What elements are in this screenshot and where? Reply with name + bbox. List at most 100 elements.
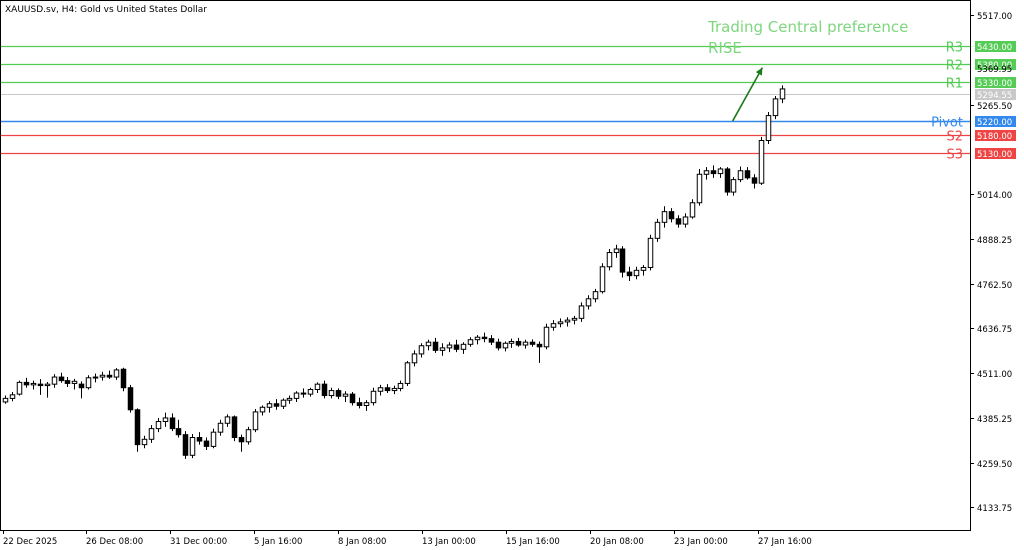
symbol-title: XAUUSD.sv, H4: Gold vs United States Dol… bbox=[5, 5, 207, 15]
y-tick-label: 5517.00 bbox=[977, 12, 1012, 22]
preference-arrow-shaft bbox=[731, 67, 764, 122]
y-tick-label: 5265.50 bbox=[977, 102, 1012, 112]
y-tick-label: 4636.75 bbox=[977, 325, 1012, 335]
level-price-label-s2: 5180.00 bbox=[977, 132, 1012, 142]
candle-body-up bbox=[474, 336, 481, 341]
candle bbox=[529, 339, 536, 347]
level-price-box-r2 bbox=[975, 59, 1016, 70]
candle-body-up bbox=[564, 319, 571, 323]
candle bbox=[592, 288, 599, 303]
candle bbox=[300, 388, 307, 398]
candle bbox=[377, 384, 384, 396]
candle-body-up bbox=[85, 377, 92, 389]
candle bbox=[363, 400, 370, 411]
candle bbox=[134, 408, 141, 452]
candle bbox=[710, 165, 717, 178]
candle-body-up bbox=[92, 376, 99, 379]
candle bbox=[779, 85, 786, 104]
candle-body-up bbox=[758, 140, 765, 184]
candle-body-up bbox=[578, 305, 585, 319]
level-price-label-r2: 5380.00 bbox=[977, 61, 1012, 71]
candle-body-up bbox=[703, 170, 710, 175]
candle-body-down bbox=[106, 374, 113, 378]
candle-body-up bbox=[647, 237, 654, 268]
candle bbox=[647, 234, 654, 271]
candle bbox=[356, 397, 363, 409]
candle bbox=[474, 335, 481, 345]
candle-body-up bbox=[730, 179, 737, 193]
candle bbox=[58, 372, 65, 383]
candle-body-up bbox=[397, 382, 404, 389]
candle-body-up bbox=[266, 403, 273, 408]
candle bbox=[717, 167, 724, 178]
candle bbox=[758, 136, 765, 185]
candle-body-down bbox=[335, 390, 342, 397]
candle-body-up bbox=[689, 202, 696, 218]
candle-body-up bbox=[439, 347, 446, 351]
candle bbox=[550, 320, 557, 331]
candle bbox=[453, 339, 460, 353]
candle-body-down bbox=[64, 380, 71, 384]
candle-body-down bbox=[203, 440, 210, 447]
candle-body-up bbox=[779, 88, 786, 100]
candle bbox=[571, 315, 578, 325]
candle bbox=[155, 417, 162, 433]
candle-body-down bbox=[182, 434, 189, 456]
candle-body-up bbox=[460, 343, 467, 350]
candle-body-down bbox=[356, 402, 363, 407]
candle-body-down bbox=[23, 381, 30, 386]
candle bbox=[522, 339, 529, 349]
candle bbox=[751, 174, 758, 189]
level-name-r1: R1 bbox=[946, 77, 963, 92]
candle bbox=[321, 380, 328, 399]
candle-body-up bbox=[585, 298, 592, 307]
candle bbox=[730, 177, 737, 196]
candle bbox=[273, 399, 280, 410]
candle bbox=[280, 398, 287, 410]
candle-body-down bbox=[751, 177, 758, 184]
x-tick-label: 20 Jan 08:00 bbox=[590, 537, 644, 547]
candle bbox=[508, 338, 515, 348]
candle-body-up bbox=[44, 383, 51, 387]
candle bbox=[404, 361, 411, 386]
y-tick-label: 4762.50 bbox=[977, 281, 1012, 291]
candle bbox=[189, 433, 196, 459]
candle bbox=[744, 167, 751, 180]
candle bbox=[64, 377, 71, 388]
plot-frame bbox=[0, 0, 971, 531]
candle-body-up bbox=[661, 211, 668, 223]
level-price-label-r3: 5430.00 bbox=[977, 43, 1012, 53]
candle bbox=[238, 434, 245, 452]
candle bbox=[99, 371, 106, 381]
candle bbox=[245, 426, 252, 445]
candle-body-up bbox=[640, 266, 647, 271]
candle-body-down bbox=[238, 437, 245, 443]
candle bbox=[231, 415, 238, 442]
candle-body-down bbox=[536, 343, 543, 348]
candle bbox=[266, 401, 273, 413]
candle-body-down bbox=[384, 387, 391, 392]
candle bbox=[23, 377, 30, 388]
candle bbox=[286, 395, 293, 404]
level-price-box-s3 bbox=[975, 148, 1016, 159]
candle-body-up bbox=[307, 388, 314, 395]
candle bbox=[578, 302, 585, 322]
candle-body-up bbox=[314, 383, 321, 390]
candle-body-up bbox=[411, 353, 418, 364]
current-price-box bbox=[975, 89, 1016, 100]
candle bbox=[370, 387, 377, 406]
candle-body-up bbox=[155, 421, 162, 430]
level-price-box-pivot bbox=[975, 116, 1016, 127]
candle-body-up bbox=[467, 339, 474, 345]
candle bbox=[640, 265, 647, 276]
candle-body-up bbox=[342, 393, 349, 397]
level-price-box-r1 bbox=[975, 77, 1016, 88]
candle bbox=[418, 343, 425, 358]
candle bbox=[328, 387, 335, 399]
candle-body-up bbox=[113, 369, 120, 378]
candle-body-up bbox=[633, 269, 640, 277]
candle bbox=[113, 368, 120, 380]
candle bbox=[515, 337, 522, 347]
candle bbox=[349, 391, 356, 406]
